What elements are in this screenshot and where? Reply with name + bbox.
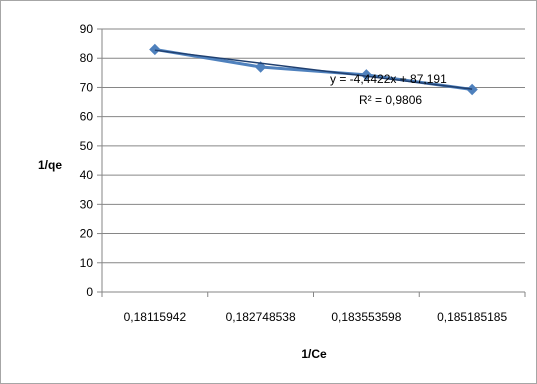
y-tick-label: 10: [80, 256, 94, 270]
y-axis-title: 1/qe: [38, 158, 62, 172]
data-point: [360, 69, 373, 81]
y-tick-label: 70: [80, 80, 94, 94]
y-tick-label: 20: [80, 227, 94, 241]
y-tick-label: 30: [80, 197, 94, 211]
x-tick-label: 0,185185185: [437, 310, 507, 324]
data-point: [466, 83, 478, 96]
data-point: [254, 61, 267, 73]
y-tick-label: 80: [80, 51, 94, 65]
y-tick-label: 60: [80, 110, 94, 124]
trendline-r-squared: R² = 0,9806: [359, 93, 422, 107]
x-tick-label: 0,183553598: [331, 310, 401, 324]
y-tick-label: 40: [80, 168, 94, 182]
x-ticks: 0,18115942 0,182748538 0,183553598 0,185185…: [101, 292, 526, 324]
x-tick-label: 0,182748538: [226, 310, 296, 324]
y-tick-label: 90: [80, 22, 94, 36]
trend-layer: [154, 49, 473, 90]
y-tick-label: 0: [86, 285, 93, 299]
x-tick-label: 0,18115942: [124, 310, 187, 324]
data-point: [149, 43, 161, 56]
gridlines: [102, 28, 525, 264]
y-tick-label: 50: [80, 139, 94, 153]
trendline: [154, 49, 473, 90]
trendline-equation: y = -4,4422x + 87,191: [330, 72, 447, 86]
x-axis-title: 1/Ce: [301, 347, 327, 361]
y-ticks: 0 10 20 30 40 50 60 70 80 90: [80, 22, 102, 299]
